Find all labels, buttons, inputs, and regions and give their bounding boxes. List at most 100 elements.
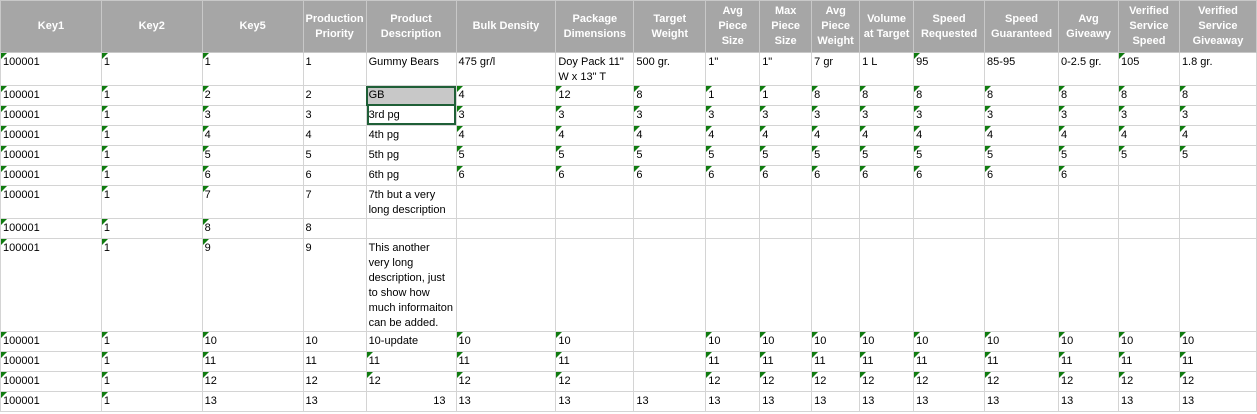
- cell[interactable]: 12: [859, 371, 915, 392]
- cell[interactable]: 8: [859, 85, 915, 106]
- cell[interactable]: 100001: [0, 331, 102, 352]
- cell[interactable]: 1": [759, 52, 813, 86]
- cell[interactable]: 12: [705, 371, 761, 392]
- cell[interactable]: [455, 218, 557, 239]
- column-header-1[interactable]: Key1: [0, 0, 102, 53]
- cell[interactable]: 12: [1178, 371, 1257, 392]
- cell[interactable]: 9: [302, 238, 367, 332]
- cell[interactable]: 5: [759, 145, 813, 166]
- cell[interactable]: [811, 185, 861, 219]
- cell[interactable]: 3: [1117, 105, 1180, 126]
- cell[interactable]: 10: [1058, 331, 1119, 352]
- cell[interactable]: 6: [302, 165, 367, 186]
- cell[interactable]: 4: [913, 125, 986, 146]
- cell[interactable]: 6: [859, 165, 915, 186]
- cell[interactable]: 1: [100, 105, 203, 126]
- cell[interactable]: 11: [555, 351, 635, 372]
- cell[interactable]: 0-2.5 gr.: [1058, 52, 1119, 86]
- cell[interactable]: 12: [555, 371, 635, 392]
- cell[interactable]: 4: [705, 125, 761, 146]
- cell[interactable]: [984, 218, 1060, 239]
- cell[interactable]: 85-95: [984, 52, 1060, 86]
- cell[interactable]: 1: [100, 145, 203, 166]
- cell[interactable]: 12: [302, 371, 367, 392]
- cell[interactable]: 1 L: [859, 52, 915, 86]
- column-header-15[interactable]: Avg Giveawy: [1058, 0, 1119, 53]
- column-header-17[interactable]: Verified Service Giveaway: [1178, 0, 1257, 53]
- cell[interactable]: 4: [1058, 125, 1119, 146]
- cell[interactable]: [555, 238, 635, 332]
- cell[interactable]: 8: [302, 218, 367, 239]
- cell[interactable]: [1117, 185, 1180, 219]
- cell[interactable]: 7: [201, 185, 304, 219]
- cell[interactable]: 1": [705, 52, 761, 86]
- cell[interactable]: 10: [705, 331, 761, 352]
- cell[interactable]: 5: [555, 145, 635, 166]
- cell[interactable]: 5: [1178, 145, 1257, 166]
- cell[interactable]: 5: [633, 145, 707, 166]
- cell[interactable]: 8: [984, 85, 1060, 106]
- cell[interactable]: 1: [302, 52, 367, 86]
- cell[interactable]: 1: [100, 351, 203, 372]
- cell[interactable]: 1.8 gr.: [1178, 52, 1257, 86]
- cell[interactable]: 4: [984, 125, 1060, 146]
- cell[interactable]: 100001: [0, 165, 102, 186]
- cell[interactable]: [1178, 238, 1257, 332]
- cell[interactable]: 13: [302, 391, 367, 412]
- cell[interactable]: 4: [455, 85, 557, 106]
- cell[interactable]: 11: [705, 351, 761, 372]
- cell[interactable]: 3: [201, 105, 304, 126]
- cell[interactable]: 3: [1058, 105, 1119, 126]
- cell[interactable]: [1178, 218, 1257, 239]
- cell[interactable]: 13: [365, 391, 457, 412]
- cell[interactable]: 5: [913, 145, 986, 166]
- cell[interactable]: [455, 185, 557, 219]
- cell[interactable]: [633, 351, 707, 372]
- cell[interactable]: 8: [913, 85, 986, 106]
- cell[interactable]: 9: [201, 238, 304, 332]
- cell[interactable]: [555, 218, 635, 239]
- cell[interactable]: 11: [759, 351, 813, 372]
- cell[interactable]: 1: [100, 85, 203, 106]
- cell[interactable]: 5: [201, 145, 304, 166]
- cell[interactable]: [913, 185, 986, 219]
- cell[interactable]: 10: [302, 331, 367, 352]
- cell[interactable]: 1: [100, 371, 203, 392]
- cell[interactable]: 5: [705, 145, 761, 166]
- cell[interactable]: 3: [705, 105, 761, 126]
- cell[interactable]: 100001: [0, 371, 102, 392]
- cell[interactable]: 95: [913, 52, 986, 86]
- active-cell[interactable]: GB: [365, 85, 457, 106]
- cell[interactable]: Doy Pack 11" W x 13" T: [555, 52, 635, 86]
- cell[interactable]: 4: [201, 125, 304, 146]
- cell[interactable]: [633, 331, 707, 352]
- cell[interactable]: 100001: [0, 218, 102, 239]
- cell[interactable]: [1178, 185, 1257, 219]
- cell[interactable]: 4: [302, 125, 367, 146]
- cell[interactable]: 10: [1117, 331, 1180, 352]
- cell[interactable]: [859, 218, 915, 239]
- cell[interactable]: 11: [302, 351, 367, 372]
- column-header-13[interactable]: Speed Requested: [913, 0, 986, 53]
- cell[interactable]: 4: [811, 125, 861, 146]
- cell[interactable]: 2: [302, 85, 367, 106]
- cell[interactable]: [811, 218, 861, 239]
- cell[interactable]: 4: [859, 125, 915, 146]
- cell[interactable]: 10: [859, 331, 915, 352]
- cell[interactable]: 6: [1058, 165, 1119, 186]
- cell[interactable]: [913, 218, 986, 239]
- cell[interactable]: Gummy Bears: [365, 52, 457, 86]
- cell[interactable]: 100001: [0, 52, 102, 86]
- cell[interactable]: 13: [859, 391, 915, 412]
- cell[interactable]: 4: [1178, 125, 1257, 146]
- cell[interactable]: 1: [100, 52, 203, 86]
- cell[interactable]: 6: [633, 165, 707, 186]
- cell[interactable]: [1117, 238, 1180, 332]
- cell[interactable]: 13: [201, 391, 304, 412]
- cell[interactable]: 13: [759, 391, 813, 412]
- cell[interactable]: [759, 218, 813, 239]
- cell[interactable]: 1: [201, 52, 304, 86]
- cell[interactable]: 4th pg: [365, 125, 457, 146]
- cell[interactable]: 5: [302, 145, 367, 166]
- cell[interactable]: 100001: [0, 145, 102, 166]
